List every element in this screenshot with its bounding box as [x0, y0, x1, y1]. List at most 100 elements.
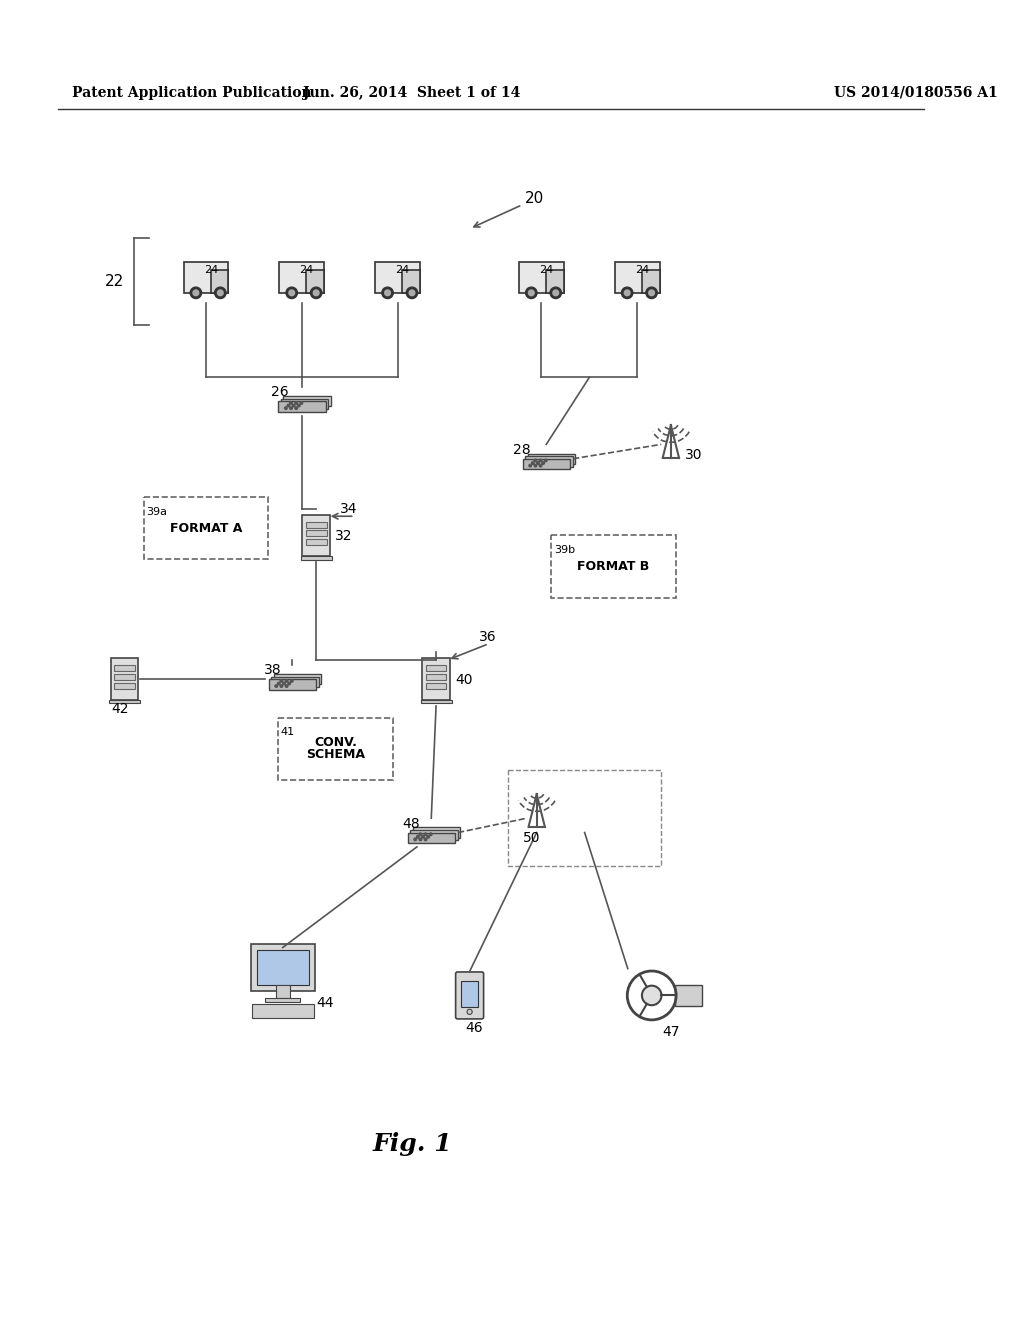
- FancyBboxPatch shape: [284, 396, 331, 407]
- FancyBboxPatch shape: [413, 828, 460, 838]
- Text: 30: 30: [685, 447, 702, 462]
- Circle shape: [410, 290, 415, 296]
- FancyBboxPatch shape: [306, 531, 327, 536]
- Circle shape: [529, 465, 531, 467]
- Circle shape: [550, 288, 561, 298]
- Text: 24: 24: [300, 265, 313, 275]
- Circle shape: [193, 290, 199, 296]
- FancyBboxPatch shape: [402, 271, 420, 293]
- Circle shape: [424, 833, 427, 836]
- Circle shape: [190, 288, 202, 298]
- Circle shape: [419, 833, 422, 836]
- Circle shape: [417, 836, 419, 838]
- Circle shape: [295, 401, 298, 404]
- Text: Fig. 1: Fig. 1: [373, 1133, 452, 1156]
- FancyBboxPatch shape: [426, 682, 446, 689]
- FancyBboxPatch shape: [376, 261, 420, 293]
- Circle shape: [528, 290, 535, 296]
- Circle shape: [286, 685, 288, 688]
- FancyBboxPatch shape: [642, 271, 659, 293]
- FancyBboxPatch shape: [522, 459, 570, 469]
- FancyBboxPatch shape: [115, 682, 135, 689]
- FancyBboxPatch shape: [408, 833, 455, 843]
- FancyBboxPatch shape: [461, 981, 478, 1007]
- Text: SCHEMA: SCHEMA: [306, 748, 365, 760]
- FancyBboxPatch shape: [265, 998, 300, 1002]
- FancyBboxPatch shape: [426, 665, 446, 672]
- Circle shape: [281, 680, 283, 682]
- Circle shape: [310, 288, 322, 298]
- FancyBboxPatch shape: [281, 399, 329, 409]
- Circle shape: [290, 407, 292, 409]
- Circle shape: [537, 462, 540, 465]
- Circle shape: [289, 290, 295, 296]
- FancyBboxPatch shape: [426, 675, 446, 680]
- Circle shape: [414, 838, 417, 841]
- Text: CONV.: CONV.: [314, 737, 357, 750]
- FancyBboxPatch shape: [411, 830, 458, 841]
- Text: 40: 40: [456, 673, 473, 686]
- Circle shape: [286, 288, 297, 298]
- Circle shape: [646, 288, 657, 298]
- FancyBboxPatch shape: [546, 271, 564, 293]
- Text: 24: 24: [635, 265, 649, 275]
- Circle shape: [300, 401, 303, 404]
- Circle shape: [525, 288, 537, 298]
- Text: US 2014/0180556 A1: US 2014/0180556 A1: [834, 86, 997, 99]
- Circle shape: [424, 838, 427, 841]
- Text: 32: 32: [336, 529, 353, 544]
- FancyBboxPatch shape: [675, 985, 701, 1006]
- Text: 46: 46: [465, 1020, 482, 1035]
- FancyBboxPatch shape: [525, 457, 572, 466]
- Circle shape: [288, 682, 291, 685]
- Circle shape: [553, 290, 559, 296]
- FancyBboxPatch shape: [456, 972, 483, 1019]
- FancyBboxPatch shape: [268, 680, 316, 689]
- FancyBboxPatch shape: [273, 675, 322, 684]
- Text: 41: 41: [281, 727, 295, 737]
- FancyBboxPatch shape: [115, 675, 135, 680]
- FancyBboxPatch shape: [251, 944, 314, 991]
- Circle shape: [540, 459, 542, 462]
- FancyBboxPatch shape: [183, 261, 228, 293]
- Circle shape: [419, 838, 422, 841]
- FancyBboxPatch shape: [110, 700, 140, 704]
- FancyBboxPatch shape: [422, 659, 450, 700]
- FancyBboxPatch shape: [302, 515, 330, 556]
- Circle shape: [298, 404, 300, 407]
- FancyBboxPatch shape: [115, 665, 135, 672]
- Text: FORMAT A: FORMAT A: [170, 521, 243, 535]
- Circle shape: [382, 288, 393, 298]
- Circle shape: [285, 407, 287, 409]
- Circle shape: [295, 407, 298, 409]
- Circle shape: [385, 290, 390, 296]
- Text: 24: 24: [540, 265, 553, 275]
- Circle shape: [407, 288, 418, 298]
- Circle shape: [642, 986, 662, 1006]
- Circle shape: [313, 290, 319, 296]
- Circle shape: [649, 290, 654, 296]
- FancyBboxPatch shape: [111, 659, 138, 700]
- FancyBboxPatch shape: [421, 700, 452, 704]
- Text: 24: 24: [395, 265, 410, 275]
- Circle shape: [215, 288, 226, 298]
- FancyBboxPatch shape: [306, 539, 327, 545]
- Circle shape: [290, 401, 292, 404]
- FancyBboxPatch shape: [279, 401, 326, 412]
- Circle shape: [281, 685, 283, 688]
- Text: 24: 24: [204, 265, 218, 275]
- Text: 47: 47: [663, 1024, 680, 1039]
- Text: 42: 42: [111, 702, 129, 715]
- FancyBboxPatch shape: [275, 985, 290, 998]
- Circle shape: [217, 290, 223, 296]
- Text: 48: 48: [402, 817, 420, 830]
- Text: Patent Application Publication: Patent Application Publication: [72, 86, 311, 99]
- FancyBboxPatch shape: [301, 556, 332, 560]
- FancyBboxPatch shape: [271, 677, 318, 686]
- Text: 39b: 39b: [554, 545, 575, 554]
- Circle shape: [278, 682, 281, 685]
- Text: 44: 44: [316, 995, 334, 1010]
- FancyBboxPatch shape: [252, 1003, 314, 1018]
- Circle shape: [287, 404, 290, 407]
- Circle shape: [422, 836, 424, 838]
